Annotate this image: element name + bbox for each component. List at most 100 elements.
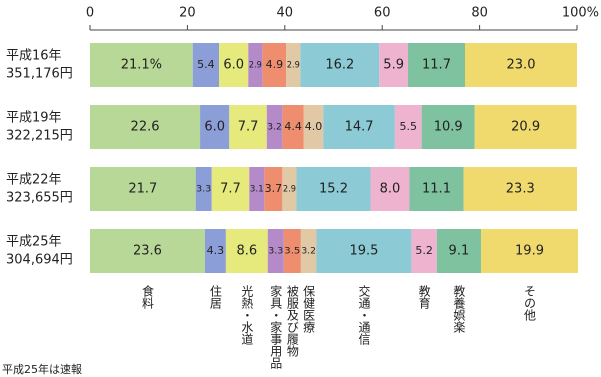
value-label: 8.6 xyxy=(236,244,257,259)
value-label: 22.6 xyxy=(131,120,160,135)
bar-segment xyxy=(282,167,297,211)
legend-label: 交通・通信 xyxy=(357,284,371,346)
value-label: 8.0 xyxy=(380,182,401,197)
value-label: 9.1 xyxy=(449,244,470,259)
value-label: 3.3 xyxy=(196,185,211,195)
value-label: 11.1 xyxy=(422,182,451,197)
bar-segment xyxy=(474,105,577,149)
value-label: 2.9 xyxy=(249,61,262,71)
value-label: 3.3 xyxy=(268,247,283,257)
bar-segment xyxy=(192,43,220,87)
bar-segment xyxy=(286,43,301,87)
bar-segment xyxy=(249,167,265,211)
legend-label: 教育 xyxy=(417,284,431,310)
x-tick-label: 20 xyxy=(179,6,196,21)
value-label: 19.9 xyxy=(515,244,544,259)
value-label: 15.2 xyxy=(319,182,348,197)
value-label: 11.7 xyxy=(422,58,451,73)
bar-segment xyxy=(195,167,212,211)
category-label: 平成16年 xyxy=(6,49,62,64)
value-label: 4.4 xyxy=(284,120,302,133)
x-tick-label: 80 xyxy=(471,6,488,21)
value-label: 6.0 xyxy=(223,58,244,73)
value-label: 3.5 xyxy=(284,247,300,257)
bar-segment xyxy=(262,43,287,87)
bar-segment xyxy=(411,229,437,273)
value-label: 3.2 xyxy=(301,247,316,257)
value-label: 5.5 xyxy=(400,120,418,133)
value-label: 14.7 xyxy=(345,120,374,135)
value-label: 2.9 xyxy=(287,61,300,71)
value-label: 23.6 xyxy=(133,244,162,259)
bar-segment xyxy=(464,43,577,87)
bar-segment xyxy=(300,43,380,87)
bar-segment xyxy=(316,229,412,273)
bar-segment xyxy=(323,105,395,149)
bar-segment xyxy=(463,167,577,211)
total-label: 304,694円 xyxy=(6,253,73,268)
value-label: 3.2 xyxy=(267,123,282,133)
value-label: 6.0 xyxy=(204,120,225,135)
bar-segment xyxy=(408,43,465,87)
bar-segment xyxy=(296,167,371,211)
x-tick-label: 60 xyxy=(374,6,391,21)
bar-segment xyxy=(225,229,268,273)
x-tick-label: 100% xyxy=(562,6,599,21)
value-label: 3.1 xyxy=(250,185,264,195)
value-label: 10.9 xyxy=(434,120,463,135)
value-label: 4.3 xyxy=(207,244,225,257)
bar-segment xyxy=(219,43,249,87)
bar-segment xyxy=(370,167,410,211)
note: 平成25年は速報 xyxy=(2,362,82,376)
total-label: 323,655円 xyxy=(6,191,73,206)
bar-segment xyxy=(90,229,205,273)
bar-segment xyxy=(282,105,304,149)
category-label: 平成25年 xyxy=(6,235,62,250)
bar-segment xyxy=(204,229,226,273)
bar-segment xyxy=(379,43,409,87)
value-label: 7.7 xyxy=(220,182,241,197)
total-label: 322,215円 xyxy=(6,129,73,144)
bar-segment xyxy=(90,43,193,87)
bar-segment xyxy=(303,105,324,149)
value-label: 4.0 xyxy=(305,120,323,133)
bar-segment xyxy=(248,43,263,87)
legend-label: 光熱・水道 xyxy=(240,285,254,345)
total-label: 351,176円 xyxy=(6,67,73,82)
bar-segment xyxy=(421,105,475,149)
value-label: 5.2 xyxy=(415,244,433,257)
bar-segment xyxy=(409,167,464,211)
bar-segment xyxy=(481,229,578,273)
category-label: 平成19年 xyxy=(6,111,62,126)
bar-segment xyxy=(267,229,284,273)
value-label: 20.9 xyxy=(511,120,540,135)
legend-label: 被服及び履物 xyxy=(285,285,299,357)
bar-segment xyxy=(211,167,250,211)
x-tick-label: 40 xyxy=(277,6,294,21)
value-label: 23.0 xyxy=(507,58,536,73)
bar-segment xyxy=(90,167,196,211)
legend-label: 保健医療 xyxy=(302,285,316,333)
bar-segment xyxy=(229,105,267,149)
bar-segment xyxy=(300,229,317,273)
legend-label: その他 xyxy=(523,285,537,321)
bar-segment xyxy=(436,229,482,273)
bar-segment xyxy=(394,105,422,149)
value-label: 5.9 xyxy=(383,58,404,73)
value-label: 21.1% xyxy=(121,58,162,73)
legend-label: 住居 xyxy=(208,285,222,310)
value-label: 7.7 xyxy=(238,120,259,135)
value-label: 21.7 xyxy=(128,182,157,197)
value-label: 3.7 xyxy=(265,182,283,195)
bar-segment xyxy=(283,229,301,273)
category-label: 平成22年 xyxy=(6,173,62,188)
value-label: 2.9 xyxy=(283,185,296,195)
legend-label: 食料 xyxy=(140,284,154,309)
value-label: 19.5 xyxy=(349,244,378,259)
bar-segment xyxy=(266,105,283,149)
value-label: 23.3 xyxy=(506,182,535,197)
value-label: 16.2 xyxy=(325,58,354,73)
x-tick-label: 0 xyxy=(86,6,94,21)
